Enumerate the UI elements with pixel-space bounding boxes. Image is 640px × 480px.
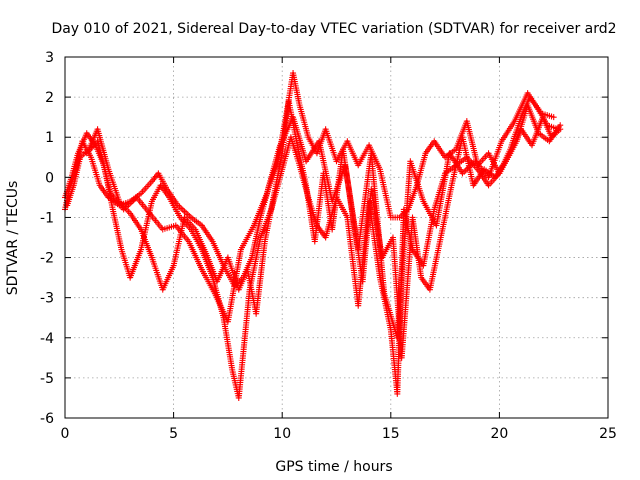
y-tick-label: -1 bbox=[40, 210, 54, 226]
x-axis-label: GPS time / hours bbox=[275, 459, 392, 475]
data-point bbox=[550, 114, 557, 121]
y-tick-label: -4 bbox=[40, 331, 54, 347]
y-axis-label: SDTVAR / TECUs bbox=[5, 181, 21, 296]
y-tick-label: -3 bbox=[40, 291, 54, 307]
x-tick-label: 0 bbox=[61, 426, 70, 442]
y-tick-label: 1 bbox=[45, 130, 54, 146]
x-tick-label: 15 bbox=[382, 426, 400, 442]
y-tick-label: 3 bbox=[45, 50, 54, 66]
axis-layer: 0 5 10 15 20 25 -6 -5 -4 -3 -2 -1 0 1 2 3 bbox=[40, 50, 617, 442]
x-tick-label: 20 bbox=[490, 426, 508, 442]
y-tick-label: -2 bbox=[40, 251, 54, 267]
y-tick-label: 2 bbox=[45, 90, 54, 106]
y-tick-label: -5 bbox=[40, 371, 54, 387]
chart-title: Day 010 of 2021, Sidereal Day-to-day VTE… bbox=[51, 21, 616, 37]
x-tick-label: 10 bbox=[273, 426, 291, 442]
series-track-d bbox=[83, 90, 557, 341]
data-points-layer bbox=[62, 70, 564, 401]
x-tick-label: 5 bbox=[169, 426, 178, 442]
plot-frame bbox=[64, 56, 609, 419]
data-point bbox=[557, 122, 564, 129]
y-tick-label: -6 bbox=[40, 411, 54, 427]
y-tick-label: 0 bbox=[45, 170, 54, 186]
x-tick-label: 25 bbox=[599, 426, 617, 442]
